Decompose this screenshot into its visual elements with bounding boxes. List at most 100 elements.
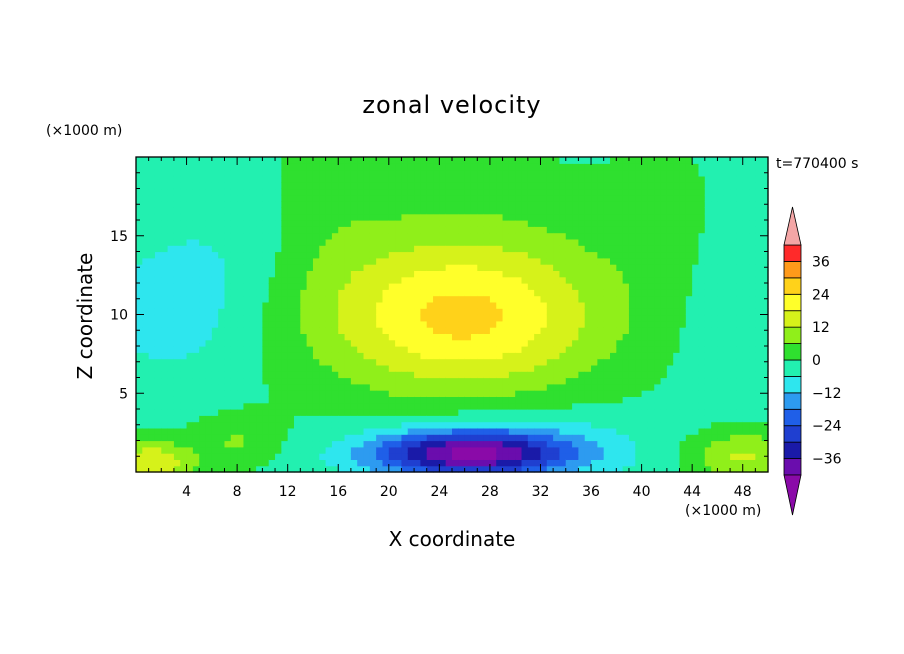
- heatmap-cell: [268, 320, 276, 328]
- heatmap-cell: [666, 415, 674, 423]
- heatmap-cell: [591, 453, 598, 460]
- heatmap-cell: [521, 409, 529, 416]
- heatmap-cell: [256, 245, 263, 253]
- heatmap-cell: [622, 207, 630, 215]
- heatmap-cell: [673, 377, 681, 385]
- heatmap-cell: [167, 421, 175, 429]
- heatmap-cell: [407, 175, 415, 183]
- heatmap-cell: [426, 346, 434, 353]
- heatmap-cell: [161, 182, 169, 190]
- heatmap-cell: [470, 283, 478, 290]
- heatmap-cell: [180, 396, 188, 404]
- heatmap-cell: [401, 245, 409, 253]
- heatmap-cell: [591, 301, 598, 309]
- heatmap-cell: [388, 238, 396, 246]
- heatmap-cell: [331, 421, 339, 429]
- heatmap-cell: [338, 175, 346, 183]
- heatmap-cell: [635, 339, 643, 347]
- heatmap-cell: [584, 459, 592, 467]
- heatmap-cell: [553, 175, 561, 183]
- heatmap-cell: [635, 276, 643, 284]
- heatmap-cell: [515, 289, 523, 297]
- heatmap-cell: [224, 339, 232, 347]
- heatmap-cell: [192, 283, 200, 290]
- heatmap-cell: [136, 427, 143, 435]
- heatmap-cell: [692, 446, 700, 454]
- heatmap-cell: [439, 251, 447, 259]
- heatmap-cell: [344, 301, 352, 309]
- heatmap-cell: [218, 364, 226, 372]
- heatmap-cell: [395, 238, 403, 246]
- heatmap-cell: [584, 182, 592, 190]
- heatmap-cell: [205, 194, 213, 202]
- heatmap-cell: [628, 453, 636, 460]
- heatmap-cell: [458, 390, 466, 397]
- heatmap-cell: [388, 465, 396, 473]
- heatmap-cell: [369, 396, 377, 404]
- heatmap-cell: [521, 301, 529, 309]
- heatmap-cell: [357, 308, 365, 316]
- heatmap-cell: [521, 421, 529, 429]
- heatmap-cell: [635, 289, 643, 297]
- heatmap-cell: [647, 163, 655, 171]
- heatmap-cell: [635, 251, 643, 259]
- heatmap-cell: [224, 453, 232, 460]
- heatmap-cell: [610, 427, 617, 435]
- heatmap-cell: [173, 257, 181, 265]
- heatmap-cell: [452, 440, 459, 448]
- heatmap-cell: [452, 333, 459, 341]
- heatmap-cell: [211, 314, 219, 322]
- heatmap-cell: [521, 377, 529, 385]
- heatmap-cell: [275, 465, 282, 473]
- heatmap-cell: [527, 383, 535, 391]
- heatmap-cell: [597, 213, 605, 221]
- heatmap-cell: [698, 232, 706, 240]
- heatmap-cell: [287, 446, 295, 454]
- heatmap-cell: [414, 276, 421, 284]
- heatmap-cell: [230, 163, 238, 171]
- heatmap-cell: [262, 459, 270, 467]
- heatmap-cell: [148, 182, 156, 190]
- heatmap-cell: [306, 213, 314, 221]
- heatmap-cell: [300, 421, 308, 429]
- heatmap-cell: [565, 238, 573, 246]
- heatmap-cell: [458, 383, 466, 391]
- heatmap-cell: [553, 163, 561, 171]
- heatmap-cell: [717, 289, 725, 297]
- heatmap-cell: [749, 245, 756, 253]
- heatmap-cell: [167, 289, 175, 297]
- heatmap-cell: [489, 396, 497, 404]
- heatmap-cell: [199, 163, 207, 171]
- heatmap-cell: [452, 352, 459, 360]
- heatmap-cell: [331, 163, 339, 171]
- heatmap-cell: [275, 207, 282, 215]
- heatmap-cell: [692, 220, 700, 227]
- heatmap-cell: [173, 182, 181, 190]
- heatmap-cell: [363, 434, 371, 442]
- heatmap-cell: [325, 188, 333, 196]
- heatmap-cell: [401, 409, 409, 416]
- heatmap-cell: [268, 245, 276, 253]
- heatmap-cell: [167, 194, 175, 202]
- heatmap-cell: [616, 257, 624, 265]
- heatmap-cell: [338, 213, 346, 221]
- heatmap-cell: [572, 163, 579, 171]
- heatmap-cell: [572, 283, 579, 290]
- heatmap-cell: [685, 346, 693, 353]
- heatmap-cell: [173, 308, 181, 316]
- heatmap-cell: [692, 396, 700, 404]
- heatmap-cell: [237, 301, 245, 309]
- heatmap-cell: [584, 251, 592, 259]
- heatmap-cell: [331, 396, 339, 404]
- heatmap-cell: [742, 245, 750, 253]
- heatmap-cell: [357, 320, 365, 328]
- heatmap-cell: [237, 327, 245, 334]
- heatmap-cell: [489, 276, 497, 284]
- heatmap-cell: [439, 232, 447, 240]
- heatmap-cell: [148, 220, 156, 227]
- heatmap-cell: [673, 289, 681, 297]
- heatmap-cell: [654, 459, 662, 467]
- heatmap-cell: [597, 270, 605, 278]
- heatmap-cell: [540, 308, 548, 316]
- heatmap-cell: [508, 295, 516, 303]
